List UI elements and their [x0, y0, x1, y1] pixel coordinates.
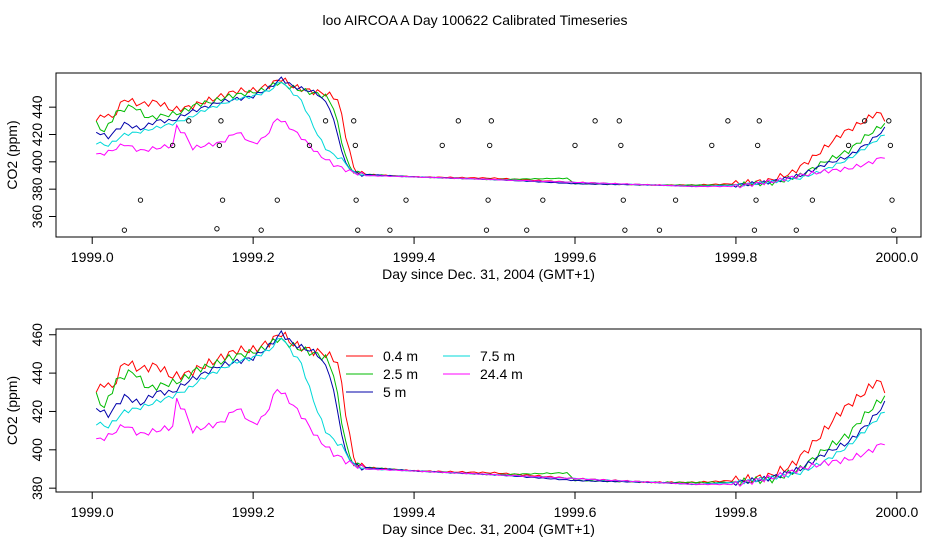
flag-point: [756, 118, 762, 124]
flag-point: [219, 197, 226, 203]
x-tick-label: 1999.2: [232, 504, 275, 520]
series-line-4: [96, 388, 885, 487]
x-tick-label: 2000.0: [875, 504, 918, 520]
x-tick-label: 1999.4: [393, 249, 436, 265]
x-tick-label: 1999.0: [71, 504, 114, 520]
y-tick-label: 400: [29, 150, 45, 174]
flag-point: [751, 227, 758, 233]
x-tick-label: 1999.2: [232, 249, 275, 265]
flag-point: [352, 142, 358, 149]
legend-label: 0.4 m: [383, 348, 418, 364]
x-tick-label: 1999.8: [715, 249, 758, 265]
y-tick-label: 380: [29, 177, 45, 201]
y-tick-label: 400: [29, 438, 45, 462]
flag-point: [618, 142, 624, 149]
plot-frame: [55, 328, 922, 493]
plot-area: [95, 76, 897, 233]
series-line-1: [95, 81, 886, 188]
legend-label: 5 m: [383, 384, 406, 400]
series-line-0: [95, 77, 886, 187]
flag-point: [214, 226, 220, 232]
flag-point: [258, 227, 264, 233]
flag-point: [216, 142, 222, 149]
flag-point: [483, 227, 490, 233]
flag-point: [572, 142, 578, 149]
flag-point: [137, 197, 144, 203]
flag-point: [485, 197, 491, 203]
legend-label: 2.5 m: [383, 366, 418, 382]
x-tick-label: 2000.0: [875, 249, 918, 265]
x-tick-label: 1999.4: [393, 504, 436, 520]
x-tick-label: 1999.6: [554, 249, 597, 265]
legend-label: 24.4 m: [480, 366, 523, 382]
flag-point: [793, 227, 799, 233]
flag-point: [351, 118, 357, 124]
flag-point: [620, 197, 626, 203]
y-axis-label: CO2 (ppm): [4, 376, 20, 445]
series-line-2: [95, 76, 886, 188]
flag-point: [886, 118, 892, 124]
flag-point: [862, 118, 868, 124]
flag-point: [540, 197, 546, 203]
flag-point: [121, 227, 128, 233]
plot-area: [95, 329, 886, 487]
flag-point: [274, 197, 280, 203]
y-tick-label: 420: [29, 400, 45, 424]
flag-point: [622, 227, 628, 233]
flag-point: [439, 142, 445, 149]
y-tick-label: 440: [29, 361, 45, 385]
flag-point: [709, 142, 715, 149]
flag-point: [845, 142, 852, 149]
y-tick-label: 380: [29, 476, 45, 500]
y-axis-label: CO2 (ppm): [4, 120, 20, 189]
flag-point: [656, 227, 663, 233]
flag-point: [306, 142, 313, 149]
y-tick-label: 460: [29, 323, 45, 347]
flag-point: [753, 197, 759, 203]
flag-point: [455, 118, 461, 124]
x-tick-label: 1999.0: [71, 249, 114, 265]
flag-point: [403, 197, 409, 203]
page-title: loo AIRCOA A Day 100622 Calibrated Times…: [322, 12, 627, 28]
flag-point: [322, 118, 329, 124]
flag-point: [487, 142, 493, 149]
flag-point: [672, 197, 679, 203]
flag-point: [890, 227, 897, 233]
x-tick-label: 1999.6: [554, 504, 597, 520]
flag-point: [355, 227, 361, 233]
series-line-4: [96, 118, 885, 189]
y-tick-label: 440: [29, 95, 45, 119]
legend: 0.4 m 2.5 m 5 m 7.5 m 24.4 m: [346, 348, 523, 400]
x-axis-label: Day since Dec. 31, 2004 (GMT+1): [382, 521, 595, 537]
flag-point: [725, 118, 731, 124]
flag-point: [616, 118, 622, 124]
flag-point: [488, 118, 494, 124]
flag-point: [809, 197, 816, 203]
x-tick-label: 1999.8: [715, 504, 758, 520]
flag-point: [889, 197, 895, 203]
flag-point: [170, 142, 176, 149]
flag-point: [218, 118, 224, 124]
panel-top: 1999.0 1999.2 1999.4 1999.6 1999.8 2000.0 360 3…: [4, 72, 922, 282]
flag-point: [186, 118, 192, 124]
flag-point: [353, 197, 359, 203]
x-axis-label: Day since Dec. 31, 2004 (GMT+1): [382, 266, 595, 282]
flag-point: [387, 227, 393, 233]
plot-frame: [55, 72, 922, 238]
y-tick-label: 420: [29, 123, 45, 147]
series-line-3: [95, 81, 885, 188]
legend-label: 7.5 m: [480, 348, 515, 364]
y-tick-label: 360: [29, 205, 45, 229]
flag-point: [592, 118, 598, 124]
flag-point: [755, 142, 761, 149]
flag-point: [524, 227, 530, 233]
panel-bottom: 1999.0 1999.2 1999.4 1999.6 1999.8 2000.0 380 4…: [4, 323, 922, 537]
flag-point: [887, 142, 894, 149]
